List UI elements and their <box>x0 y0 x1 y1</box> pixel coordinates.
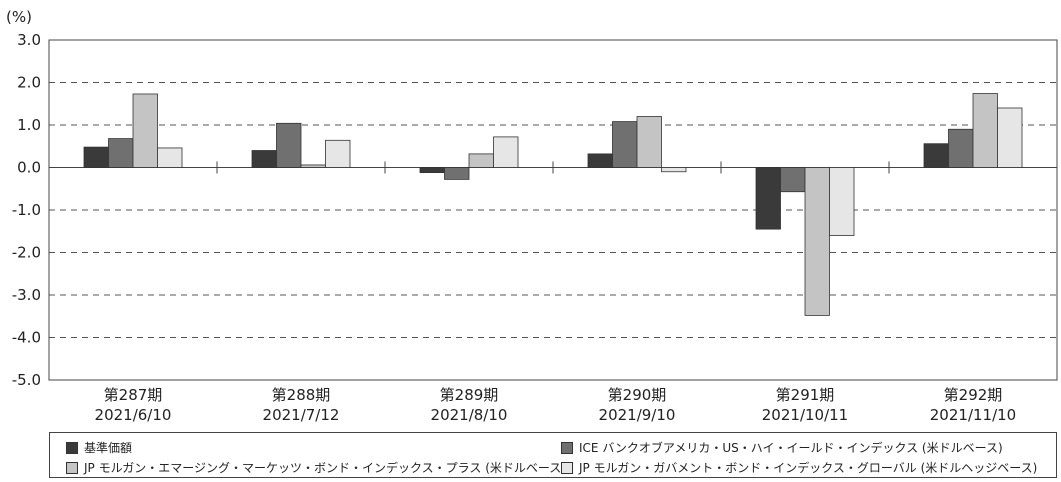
y-tick-label: 2.0 <box>17 74 41 92</box>
bar-s2-c2 <box>276 122 302 168</box>
category-period-label: 第291期 <box>776 386 835 404</box>
bar-s1-c1 <box>83 146 109 168</box>
bar-s4-c1 <box>157 147 183 168</box>
bars <box>83 93 1023 316</box>
category-date-label: 2021/10/11 <box>762 406 848 424</box>
y-axis-ticks: 3.0 2.0 1.0 0.0 -1.0 -2.0 -3.0 -4.0 -5.0 <box>12 31 41 389</box>
category-period-label: 第289期 <box>440 386 499 404</box>
category-period-label: 第292期 <box>944 386 1003 404</box>
legend-swatch-2 <box>561 441 573 454</box>
bar-s2-c4 <box>612 121 638 168</box>
legend-label-4: JP モルガン・ガバメント・ボンド・インデックス・グローバル (米ドルヘッジベー… <box>579 461 1038 475</box>
bar-s1-c6 <box>923 143 949 168</box>
bar-s3-c5 <box>804 167 830 316</box>
bar-s1-c4 <box>587 153 613 168</box>
legend-swatch-3 <box>66 461 78 474</box>
bar-s4-c5 <box>829 167 855 236</box>
bar-s1-c3 <box>419 167 445 173</box>
bar-s3-c4 <box>636 116 662 168</box>
category-date-label: 2021/6/10 <box>95 406 172 424</box>
bar-s2-c1 <box>108 138 134 168</box>
y-tick-label: -2.0 <box>12 244 41 262</box>
legend-label-1: 基準価額 <box>84 441 133 455</box>
category-date-label: 2021/11/10 <box>930 406 1016 424</box>
y-tick-label: 1.0 <box>17 116 41 134</box>
bar-s4-c3 <box>493 136 519 168</box>
category-date-label: 2021/9/10 <box>599 406 676 424</box>
category-date-label: 2021/7/12 <box>263 406 340 424</box>
bar-s1-c5 <box>755 167 781 230</box>
category-date-label: 2021/8/10 <box>431 406 508 424</box>
y-tick-label: 0.0 <box>17 159 41 177</box>
bar-chart: (%) 3.0 2.0 1.0 0.0 -1.0 -2.0 -3.0 -4.0 -5.0 第28… <box>6 8 1058 424</box>
category-period-label: 第287期 <box>104 386 163 404</box>
bar-s2-c3 <box>444 167 470 180</box>
y-axis-unit-label: (%) <box>6 8 32 26</box>
y-tick-label: -4.0 <box>12 329 41 347</box>
legend: 基準価額 ICE バンクオブアメリカ・US・ハイ・イールド・インデックス (米ド… <box>49 432 1057 478</box>
bar-s3-c2 <box>300 164 326 168</box>
legend-swatch-4 <box>561 461 573 474</box>
bar-s3-c1 <box>132 93 158 168</box>
gridlines <box>49 82 1057 338</box>
bar-s4-c2 <box>325 139 351 168</box>
legend-swatch-1 <box>66 441 78 454</box>
legend-item-4: JP モルガン・ガバメント・ボンド・インデックス・グローバル (米ドルヘッジベー… <box>561 459 1037 476</box>
bar-s4-c6 <box>997 107 1023 168</box>
bar-s1-c2 <box>251 150 277 168</box>
legend-label-2: ICE バンクオブアメリカ・US・ハイ・イールド・インデックス (米ドルベース) <box>579 441 1003 455</box>
y-tick-label: -5.0 <box>12 371 41 389</box>
y-tick-label: 3.0 <box>17 31 41 49</box>
bar-s3-c3 <box>468 153 494 168</box>
y-tick-label: -1.0 <box>12 201 41 219</box>
x-axis-categories: 第287期 2021/6/10 第288期 2021/7/12 第289期 2021/8/… <box>95 161 1016 424</box>
category-period-label: 第290期 <box>608 386 667 404</box>
legend-item-1: 基準価額 <box>66 439 132 456</box>
bar-s2-c5 <box>780 167 806 193</box>
bar-s2-c6 <box>948 128 974 168</box>
legend-label-3: JP モルガン・エマージング・マーケッツ・ボンド・インデックス・プラス (米ドル… <box>84 461 566 475</box>
bar-s4-c4 <box>661 167 687 173</box>
y-tick-label: -3.0 <box>12 286 41 304</box>
legend-item-3: JP モルガン・エマージング・マーケッツ・ボンド・インデックス・プラス (米ドル… <box>66 459 566 476</box>
legend-item-2: ICE バンクオブアメリカ・US・ハイ・イールド・インデックス (米ドルベース) <box>561 439 1003 456</box>
bar-s3-c6 <box>972 93 998 168</box>
category-period-label: 第288期 <box>272 386 331 404</box>
plot-frame <box>48 39 1058 381</box>
